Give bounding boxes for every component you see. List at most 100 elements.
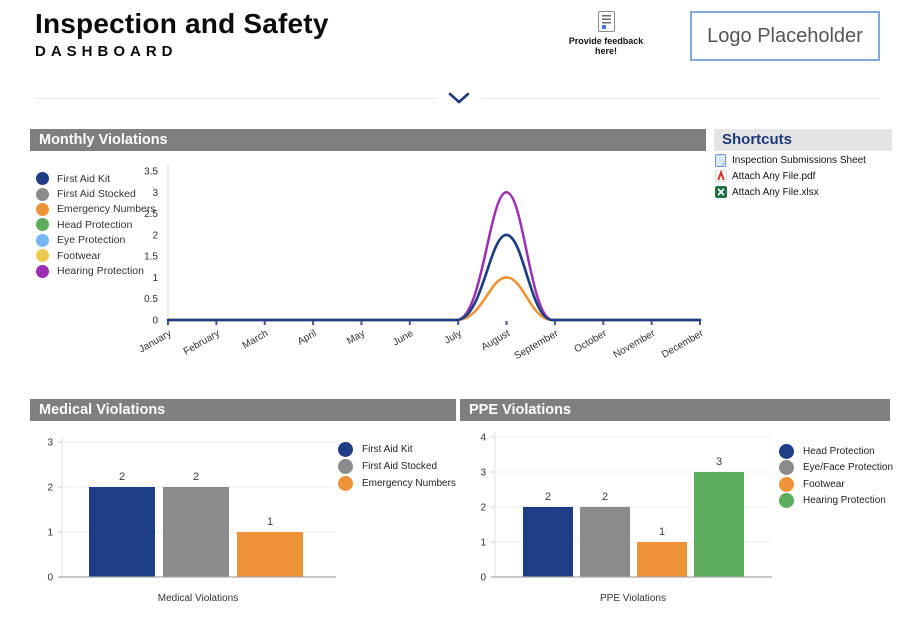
monthly-chart-legend: First Aid Kit First Aid Stocked Emergenc… <box>36 171 156 279</box>
logo-text: Logo Placeholder <box>707 24 863 47</box>
legend-item: Emergency Numbers <box>36 202 156 217</box>
legend-label: Footwear <box>803 478 845 490</box>
legend-label: First Aid Kit <box>362 444 413 455</box>
legend-item: First Aid Stocked <box>338 458 456 475</box>
shortcut-label: Attach Any File.pdf <box>732 170 816 182</box>
chevron-down-icon[interactable] <box>437 88 481 108</box>
svg-text:2.5: 2.5 <box>144 209 158 220</box>
svg-text:August: August <box>480 328 513 353</box>
legend-swatch <box>36 172 49 186</box>
svg-text:0: 0 <box>480 573 486 584</box>
sheet-icon <box>714 153 727 167</box>
svg-text:November: November <box>612 328 658 361</box>
legend-swatch <box>338 442 353 457</box>
medical-violations-header: Medical Violations <box>30 399 456 421</box>
medical-violations-bar-chart: 0 1 2 3 2 2 1 Medical Violations <box>47 437 336 604</box>
svg-text:1: 1 <box>47 528 53 539</box>
shortcuts-header: Shortcuts <box>714 129 892 151</box>
feedback-link[interactable]: Provide feedback here! <box>560 11 652 56</box>
legend-label: Hearing Protection <box>57 265 144 278</box>
legend-swatch <box>779 460 794 476</box>
svg-text:3: 3 <box>480 468 486 479</box>
legend-label: First Aid Stocked <box>57 188 136 201</box>
svg-text:0: 0 <box>47 573 53 584</box>
legend-swatch <box>779 476 794 492</box>
svg-text:September: September <box>513 328 561 362</box>
svg-text:3.5: 3.5 <box>144 167 158 178</box>
shortcut-item-attach-xlsx[interactable]: Attach Any File.xlsx <box>714 184 900 200</box>
monthly-violations-header: Monthly Violations <box>30 129 706 151</box>
svg-text:2: 2 <box>545 491 551 503</box>
svg-text:October: October <box>572 328 609 356</box>
feedback-label: Provide feedback here! <box>568 36 644 56</box>
legend-label: Emergency Numbers <box>57 203 156 216</box>
legend-label: Eye/Face Protection <box>803 462 894 474</box>
legend-label: Eye Protection <box>57 234 126 247</box>
svg-text:PPE Violations: PPE Violations <box>600 593 666 604</box>
legend-item: Footwear <box>779 476 893 493</box>
svg-text:3: 3 <box>716 456 722 468</box>
legend-item: Footwear <box>36 248 156 263</box>
svg-text:Medical Violations: Medical Violations <box>158 593 238 604</box>
legend-swatch <box>338 476 353 491</box>
legend-label: First Aid Kit <box>57 172 111 185</box>
svg-text:2: 2 <box>480 503 486 514</box>
svg-text:3: 3 <box>152 188 158 199</box>
shortcuts-list: Inspection Submissions Sheet Attach Any … <box>714 152 900 200</box>
svg-text:3: 3 <box>47 438 53 449</box>
legend-label: Hearing Protection <box>803 495 886 507</box>
ppe-violations-header: PPE Violations <box>460 399 890 421</box>
svg-text:1.5: 1.5 <box>144 252 158 263</box>
legend-swatch <box>338 459 353 474</box>
shortcut-item-inspection-submissions-sheet[interactable]: Inspection Submissions Sheet <box>714 152 900 168</box>
svg-text:April: April <box>296 328 319 348</box>
legend-label: Head Protection <box>803 445 875 457</box>
svg-text:2: 2 <box>602 491 608 503</box>
svg-text:1: 1 <box>267 516 273 528</box>
legend-item: Hearing Protection <box>36 263 156 278</box>
logo-placeholder: Logo Placeholder <box>690 11 880 61</box>
legend-label: Footwear <box>57 249 101 262</box>
svg-text:4: 4 <box>480 433 486 444</box>
svg-text:1: 1 <box>152 273 158 284</box>
feedback-form-icon-dot <box>601 25 606 29</box>
legend-item: Eye Protection <box>36 233 156 248</box>
legend-item: Head Protection <box>779 443 893 460</box>
legend-item: First Aid Kit <box>36 171 156 186</box>
svg-text:0: 0 <box>152 316 158 327</box>
ppe-chart-legend: Head Protection Eye/Face Protection Foot… <box>779 443 893 509</box>
svg-text:January: January <box>137 328 173 355</box>
shortcut-item-attach-pdf[interactable]: Attach Any File.pdf <box>714 168 900 184</box>
legend-label: First Aid Stocked <box>362 461 438 472</box>
legend-swatch <box>779 493 794 509</box>
svg-text:July: July <box>443 328 464 346</box>
svg-text:2: 2 <box>119 471 125 483</box>
legend-item: Head Protection <box>36 217 156 232</box>
medical-chart-legend: First Aid Kit First Aid Stocked Emergenc… <box>338 441 456 492</box>
legend-label: Head Protection <box>57 218 133 231</box>
monthly-violations-line-chart: 0 0.5 1 1.5 2 2.5 3 3.5 January February March Apri… <box>137 164 706 362</box>
legend-swatch <box>36 233 49 247</box>
shortcut-label: Attach Any File.xlsx <box>732 186 819 198</box>
header-title-block: Inspection and Safety DASHBOARD <box>35 8 329 60</box>
svg-text:2: 2 <box>152 230 158 241</box>
legend-label: Emergency Numbers <box>362 478 456 489</box>
legend-item: Emergency Numbers <box>338 475 456 492</box>
svg-text:February: February <box>182 328 222 358</box>
legend-swatch <box>36 202 49 216</box>
svg-text:1: 1 <box>480 538 486 549</box>
legend-swatch <box>36 218 49 232</box>
svg-text:1: 1 <box>659 526 665 538</box>
legend-swatch <box>36 264 49 278</box>
svg-text:December: December <box>660 328 706 361</box>
legend-item: First Aid Stocked <box>36 186 156 201</box>
page-title: Inspection and Safety <box>35 8 329 39</box>
svg-text:May: May <box>345 328 367 347</box>
legend-swatch <box>36 249 49 263</box>
svg-text:March: March <box>241 328 271 351</box>
page-subtitle: DASHBOARD <box>35 43 178 60</box>
legend-swatch <box>779 443 794 459</box>
pdf-icon <box>714 170 727 182</box>
svg-text:2: 2 <box>47 483 53 494</box>
